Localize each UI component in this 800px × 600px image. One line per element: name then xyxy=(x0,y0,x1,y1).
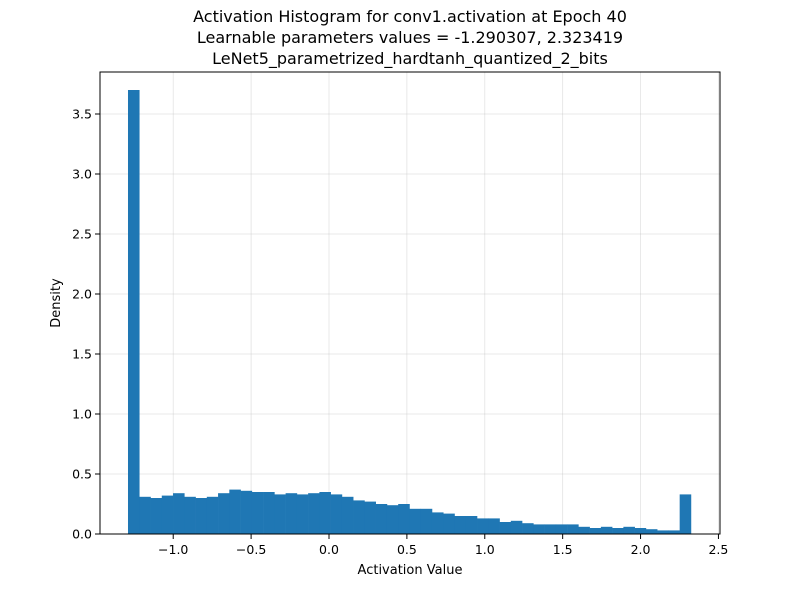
histogram-bar xyxy=(330,494,343,534)
histogram-bar xyxy=(555,524,568,534)
histogram-bar xyxy=(353,500,365,534)
histogram-bar xyxy=(657,530,669,534)
y-tick-label: 0.0 xyxy=(72,527,92,542)
histogram-bar xyxy=(341,496,354,534)
x-tick-label: 2.5 xyxy=(708,542,728,557)
histogram-bar xyxy=(229,489,241,534)
histogram-bar xyxy=(274,494,286,534)
histogram-bar xyxy=(578,526,590,534)
histogram-bar xyxy=(612,528,624,534)
x-tick-label: −1.0 xyxy=(158,542,188,557)
histogram-bar xyxy=(589,528,602,534)
histogram-bar xyxy=(409,508,422,534)
x-tick-label: −0.5 xyxy=(236,542,266,557)
x-tick-label: 0.5 xyxy=(397,542,417,557)
histogram-bar xyxy=(240,490,253,534)
histogram-bar xyxy=(218,493,230,534)
histogram-bar xyxy=(567,524,579,534)
x-tick-label: 0.0 xyxy=(319,542,339,557)
histogram-bar xyxy=(679,494,692,534)
histogram-bar xyxy=(488,518,500,534)
histogram-bar xyxy=(645,529,658,534)
histogram-bar xyxy=(127,90,140,534)
histogram-bar xyxy=(139,496,151,534)
histogram-bar xyxy=(477,518,489,534)
histogram-bar xyxy=(319,492,331,534)
chart-title-line-2: Learnable parameters values = -1.290307,… xyxy=(197,28,623,47)
histogram-bar xyxy=(386,505,399,534)
chart-title-line-1: Activation Histogram for conv1.activatio… xyxy=(193,7,627,26)
y-tick-label: 2.0 xyxy=(72,287,92,302)
y-tick-label: 1.5 xyxy=(72,347,92,362)
histogram-bar xyxy=(533,524,545,534)
histogram-bar xyxy=(150,498,163,534)
histogram-bar xyxy=(600,526,613,534)
y-axis-label: Density xyxy=(49,278,64,328)
histogram-bar xyxy=(364,501,376,534)
histogram-bar xyxy=(285,493,298,534)
x-tick-label: 1.5 xyxy=(553,542,573,557)
histogram-bar xyxy=(206,496,219,534)
histogram-bar xyxy=(465,516,478,534)
histogram-bar xyxy=(251,492,264,534)
histogram-bar xyxy=(623,526,635,534)
histogram-bar xyxy=(454,516,467,534)
histogram-bar xyxy=(510,520,523,534)
histogram-bar xyxy=(431,512,444,534)
x-tick-label: 2.0 xyxy=(631,542,651,557)
histogram-bar xyxy=(499,522,512,534)
histogram-bar xyxy=(668,530,680,534)
histogram-bar xyxy=(184,496,196,534)
histogram-bar xyxy=(195,498,208,534)
y-tick-label: 3.5 xyxy=(72,107,92,122)
chart-title-line-3: LeNet5_parametrized_hardtanh_quantized_2… xyxy=(212,49,608,69)
histogram-bar xyxy=(634,528,647,534)
histogram-bar xyxy=(420,508,433,534)
histogram-bar xyxy=(522,523,534,534)
histogram-bar xyxy=(296,494,309,534)
histogram-bar xyxy=(173,493,185,534)
histogram-bar xyxy=(398,504,410,534)
histogram-bar xyxy=(263,492,275,534)
y-tick-label: 0.5 xyxy=(72,467,92,482)
histogram-bar xyxy=(443,513,455,534)
x-axis-ticks: −1.0 −0.5 0.0 0.5 1.0 1.5 2.0 2.5 xyxy=(158,534,728,557)
histogram-bar xyxy=(375,504,388,534)
histogram-bar xyxy=(161,495,174,534)
plot-frame xyxy=(99,71,721,535)
y-axis-ticks: 0.0 0.5 1.0 1.5 2.0 2.5 3.0 3.5 xyxy=(72,107,100,542)
bars-layer xyxy=(127,90,692,534)
y-tick-label: 1.0 xyxy=(72,407,92,422)
histogram-bar xyxy=(308,493,320,534)
y-tick-label: 3.0 xyxy=(72,167,92,182)
x-tick-label: 1.0 xyxy=(475,542,495,557)
histogram-bar xyxy=(544,524,557,534)
y-tick-label: 2.5 xyxy=(72,227,92,242)
x-axis-label: Activation Value xyxy=(358,563,463,578)
